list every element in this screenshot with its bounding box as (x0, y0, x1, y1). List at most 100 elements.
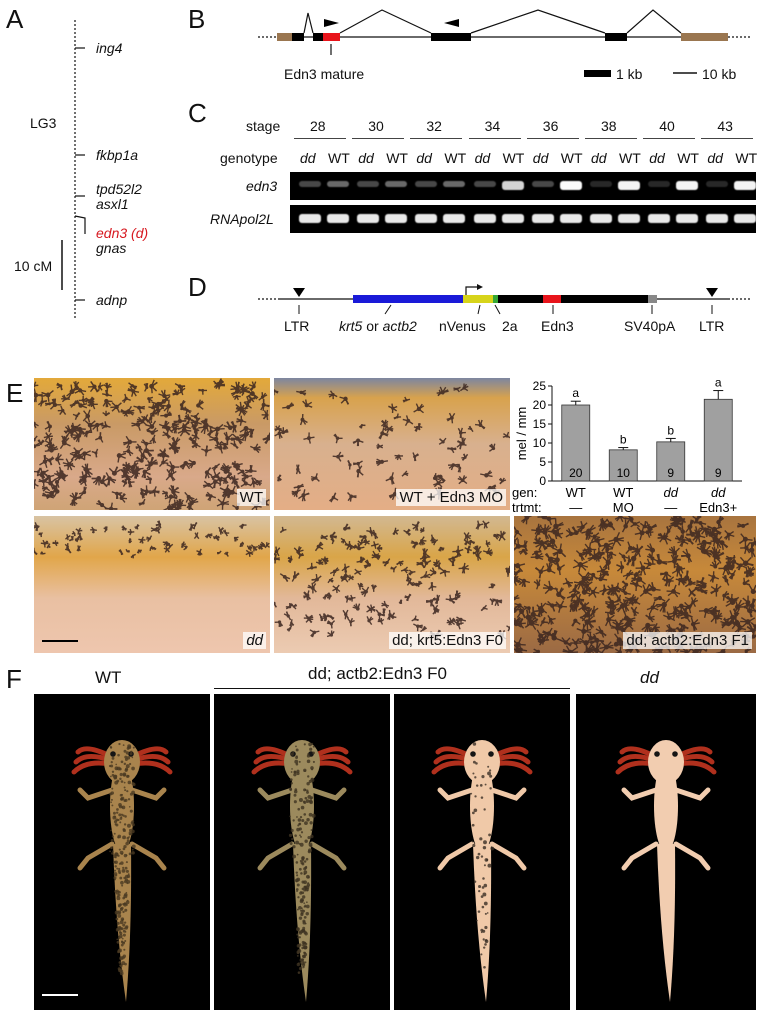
gel-band-rnapol2l (618, 214, 640, 223)
melanophore (749, 537, 756, 548)
melanophore (546, 562, 556, 574)
melanophore (533, 579, 541, 590)
stage-28: 28 (310, 118, 326, 134)
melanophore (698, 606, 714, 618)
melanophore (708, 571, 720, 583)
melanophore (190, 412, 200, 422)
melanophore (585, 632, 597, 644)
melanophore (147, 396, 154, 403)
melanophore (135, 454, 146, 463)
pigment-spot (117, 967, 121, 971)
melanophore (456, 442, 467, 450)
pigment-spot (116, 808, 119, 811)
pigment-spot (301, 862, 305, 866)
pigment-spot (120, 880, 124, 885)
larva-wt-image (42, 740, 173, 1002)
melanophore (432, 472, 440, 483)
melanophore (363, 539, 370, 546)
y-tick-label: 0 (539, 474, 546, 488)
pigment-spot (487, 863, 492, 868)
melanophore (158, 457, 169, 467)
melanophore (485, 540, 491, 548)
melanophore (372, 550, 381, 559)
pigment-spot (131, 848, 134, 851)
pigment-spot (120, 780, 124, 783)
pigment-spot (128, 831, 133, 835)
melanophore (697, 585, 708, 595)
eye (672, 751, 678, 757)
melanophore (34, 467, 42, 477)
melanophore (357, 539, 365, 547)
gene-gnas: gnas (96, 240, 127, 256)
pigment-spot (295, 762, 299, 766)
pigment-spot (291, 768, 293, 770)
pigment-spot (474, 776, 477, 779)
pigment-spot (115, 874, 118, 877)
sv40pa-label: SV40pA (624, 318, 676, 334)
melanophore (710, 583, 722, 597)
melanophore (274, 428, 285, 439)
gel-band-edn3 (501, 181, 524, 190)
pigment-spot (290, 771, 293, 773)
melanophore (274, 601, 277, 608)
gel-band-rnapol2l (501, 214, 524, 223)
melanophore (34, 381, 39, 389)
melanophore (149, 379, 158, 394)
melanophore (299, 413, 308, 426)
melanophore (531, 549, 542, 557)
pigment-spot (113, 774, 118, 779)
melanophore (40, 539, 49, 548)
panel-letter-d: D (188, 272, 207, 302)
melanophore (161, 422, 174, 434)
pigment-spot (309, 821, 313, 825)
pigment-spot (123, 941, 126, 944)
genotype-dd: dd (532, 150, 549, 166)
melanophore (306, 562, 317, 570)
melanophore (539, 617, 548, 627)
melanophore (641, 622, 656, 633)
melanophore (303, 614, 314, 620)
melanophore (121, 470, 133, 481)
pigment-spot (477, 852, 481, 856)
pigment-spot (295, 748, 299, 752)
melanophore (576, 520, 588, 533)
pigment-spot (298, 822, 301, 825)
pigment-spot (307, 794, 312, 799)
melanophore (210, 470, 221, 481)
melanophore (236, 415, 247, 426)
melanophore (321, 613, 329, 622)
melanophore (720, 617, 730, 629)
pigment-spot (306, 759, 311, 764)
pigment-spot (289, 841, 293, 845)
exon-1 (292, 33, 304, 41)
pigment-spot (119, 920, 124, 925)
larva-transgenic-2 (394, 694, 570, 1010)
pigment-spot (120, 760, 124, 764)
melanophore (502, 431, 510, 439)
pigment-spot (122, 923, 126, 927)
sample-size: 9 (715, 466, 722, 480)
melanophore (214, 442, 223, 454)
larva-body (71, 740, 173, 1002)
ltr-right-label: LTR (699, 318, 725, 334)
melanophore (96, 499, 108, 510)
melanophore (678, 577, 686, 586)
melanophore (737, 522, 749, 528)
gene-ing4: ing4 (96, 40, 123, 56)
pigment-spot (132, 746, 135, 749)
photo-dd-krt5-image (274, 516, 510, 653)
pigment-spot (126, 790, 129, 793)
gel-band-rnapol2l (676, 214, 699, 223)
pigment-spot (114, 865, 117, 868)
melanophore (716, 516, 725, 529)
tail (473, 844, 492, 1002)
category-trtmt: — (664, 500, 677, 515)
melanophore (519, 540, 528, 552)
melanophore (480, 604, 488, 612)
melanophore (326, 630, 335, 638)
melanophore (458, 562, 470, 574)
pigment-spot (111, 770, 115, 773)
melanophore (366, 605, 376, 613)
melanophore (68, 535, 74, 542)
melanophore (111, 491, 123, 500)
